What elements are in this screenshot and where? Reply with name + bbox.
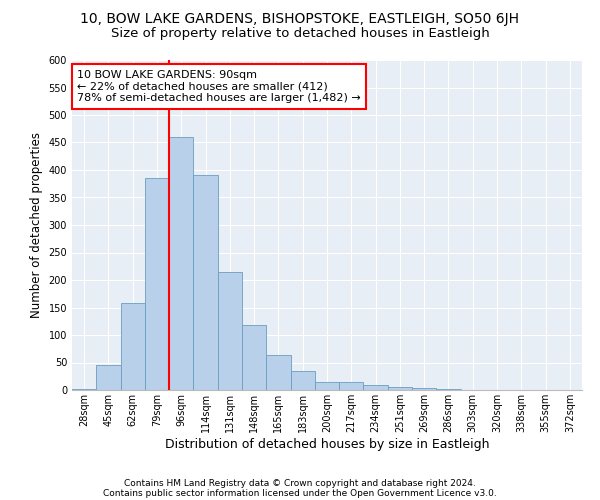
X-axis label: Distribution of detached houses by size in Eastleigh: Distribution of detached houses by size … [165, 438, 489, 450]
Bar [412, 388, 436, 390]
Bar [72, 389, 96, 390]
Bar [290, 371, 315, 390]
Text: Contains HM Land Registry data © Crown copyright and database right 2024.: Contains HM Land Registry data © Crown c… [124, 478, 476, 488]
Bar [218, 272, 242, 390]
Bar [169, 137, 193, 390]
Bar [364, 384, 388, 390]
Bar [339, 382, 364, 390]
Bar [96, 365, 121, 390]
Bar [242, 325, 266, 390]
Bar [266, 356, 290, 390]
Text: Size of property relative to detached houses in Eastleigh: Size of property relative to detached ho… [110, 28, 490, 40]
Text: Contains public sector information licensed under the Open Government Licence v3: Contains public sector information licen… [103, 488, 497, 498]
Text: 10 BOW LAKE GARDENS: 90sqm
← 22% of detached houses are smaller (412)
78% of sem: 10 BOW LAKE GARDENS: 90sqm ← 22% of deta… [77, 70, 361, 103]
Y-axis label: Number of detached properties: Number of detached properties [30, 132, 43, 318]
Text: 10, BOW LAKE GARDENS, BISHOPSTOKE, EASTLEIGH, SO50 6JH: 10, BOW LAKE GARDENS, BISHOPSTOKE, EASTL… [80, 12, 520, 26]
Bar [315, 382, 339, 390]
Bar [121, 303, 145, 390]
Bar [193, 176, 218, 390]
Bar [145, 178, 169, 390]
Bar [388, 387, 412, 390]
